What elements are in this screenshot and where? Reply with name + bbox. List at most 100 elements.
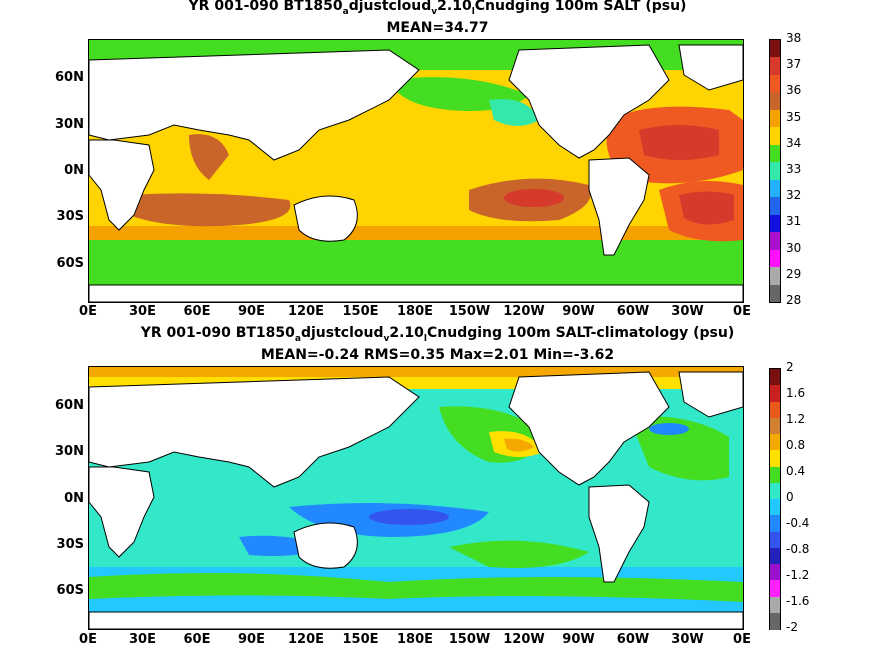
colorbar-segment — [770, 482, 780, 500]
colorbar-segment — [770, 57, 780, 76]
lon-label: 150W — [448, 304, 491, 319]
colorbar-segment — [770, 127, 780, 146]
colorbar-tick-label: -1.2 — [786, 568, 810, 582]
colorbar-tick-label: 30 — [786, 240, 802, 255]
colorbar-segment — [770, 74, 780, 93]
lat-label: 60S — [56, 583, 84, 598]
colorbar-segment — [770, 612, 780, 630]
lat-label: 30S — [56, 209, 84, 224]
australia-landmass — [293, 195, 358, 242]
colorbar-tick-label: 37 — [786, 57, 802, 72]
colorbar-segment — [770, 92, 780, 111]
lon-label: 120E — [287, 632, 325, 647]
lon-label: 180E — [396, 304, 434, 319]
lon-label: 30W — [671, 632, 704, 647]
colorbar-tick-label: -0.8 — [786, 542, 810, 556]
colorbar-tick-label: 34 — [786, 135, 802, 150]
colorbar-segment — [770, 267, 780, 286]
lon-label: 0E — [79, 304, 97, 319]
colorbar-tick-label: 33 — [786, 162, 802, 176]
lon-label: 60W — [616, 632, 650, 647]
lon-label: 120W — [503, 632, 545, 647]
colorbar-segment — [770, 531, 780, 549]
colorbar-segment — [770, 144, 780, 163]
colorbar-segment — [770, 109, 780, 128]
colorbar-segment — [770, 499, 780, 516]
lon-label: 150W — [448, 632, 491, 647]
lat-label: 30N — [55, 117, 84, 132]
north-america-landmass — [508, 44, 670, 159]
colorbar-segment — [770, 401, 780, 419]
lat-label: 60S — [56, 256, 84, 271]
colorbar-tick-label: 38 — [786, 31, 802, 45]
colorbar-tick-label: 2 — [786, 360, 794, 374]
lat-label: 60N — [55, 70, 84, 85]
colorbar-tick-label: 29 — [786, 266, 802, 281]
colorbar-segment — [770, 580, 780, 597]
colorbar-segment — [770, 385, 780, 402]
lon-label: 0E — [79, 632, 97, 647]
colorbar-segment — [770, 40, 780, 58]
colorbar-tick-label: 0.4 — [786, 464, 806, 478]
eurasia-landmass — [89, 49, 420, 161]
colorbar-segment — [770, 214, 780, 233]
indian-ocean-max — [129, 193, 291, 227]
anomaly-colorbar — [769, 368, 781, 630]
greenland-landmass — [678, 44, 743, 91]
panel1-subtitle: MEAN=34.77 — [386, 20, 489, 36]
colorbar-tick-label: -1.6 — [786, 594, 810, 608]
lon-label: 90W — [562, 304, 595, 319]
colorbar-tick-label: -0.4 — [786, 516, 810, 530]
colorbar-segment — [770, 434, 780, 451]
lon-label: 60W — [616, 304, 650, 319]
antarctica-landmass — [89, 284, 743, 302]
lat-label: 60N — [55, 398, 84, 413]
lon-label: 90E — [238, 632, 265, 647]
colorbar-segment — [770, 417, 780, 435]
lon-label: 30E — [129, 304, 156, 319]
panel2-title: YR 001-090 BT1850adjustcloudv2.10lCnudgi… — [140, 325, 735, 344]
colorbar-tick-label: 32 — [786, 188, 802, 203]
colorbar-segment — [770, 596, 780, 614]
salt-colorbar — [769, 39, 781, 303]
colorbar-tick-label: 28 — [786, 293, 802, 307]
lon-label: 150E — [342, 304, 379, 319]
colorbar-tick-label: 1.2 — [786, 412, 806, 426]
lon-label: 150E — [342, 632, 379, 647]
south-america-landmass — [588, 157, 650, 256]
lat-label: 0N — [64, 491, 84, 506]
lon-label: 0E — [733, 632, 751, 647]
lon-label: 60E — [183, 304, 211, 319]
colorbar-segment — [770, 179, 780, 198]
lon-label: 60E — [183, 632, 211, 647]
colorbar-segment — [770, 515, 780, 532]
colorbar-tick-label: 1.6 — [786, 386, 806, 400]
colorbar-tick-label: -2 — [786, 620, 798, 634]
lon-label: 120E — [287, 304, 325, 319]
lat-label: 0N — [64, 163, 84, 178]
lon-label: 120W — [503, 304, 545, 319]
lon-label: 180E — [396, 632, 434, 647]
colorbar-segment — [770, 547, 780, 565]
colorbar-segment — [770, 162, 780, 181]
panel1-title: YR 001-090 BT1850adjustcloudv2.10lCnudgi… — [188, 0, 687, 17]
lat-label: 30N — [55, 444, 84, 459]
africa-landmass — [89, 139, 155, 231]
colorbar-segment — [770, 450, 780, 467]
salt-anomaly-map — [88, 366, 744, 630]
colorbar-segment — [770, 284, 780, 303]
lon-label: 90W — [562, 632, 595, 647]
lon-label: 90E — [238, 304, 265, 319]
colorbar-tick-label: 31 — [786, 214, 802, 229]
lon-label: 0E — [733, 304, 751, 319]
colorbar-segment — [770, 232, 780, 251]
lon-label: 30W — [671, 304, 704, 319]
colorbar-segment — [770, 249, 780, 268]
lon-label: 30E — [129, 632, 156, 647]
lat-label: 30S — [56, 537, 84, 552]
colorbar-tick-label: 0 — [786, 490, 794, 504]
colorbar-segment — [770, 197, 780, 216]
colorbar-segment — [770, 369, 780, 386]
colorbar-tick-label: 36 — [786, 83, 802, 98]
colorbar-tick-label: 35 — [786, 109, 802, 124]
